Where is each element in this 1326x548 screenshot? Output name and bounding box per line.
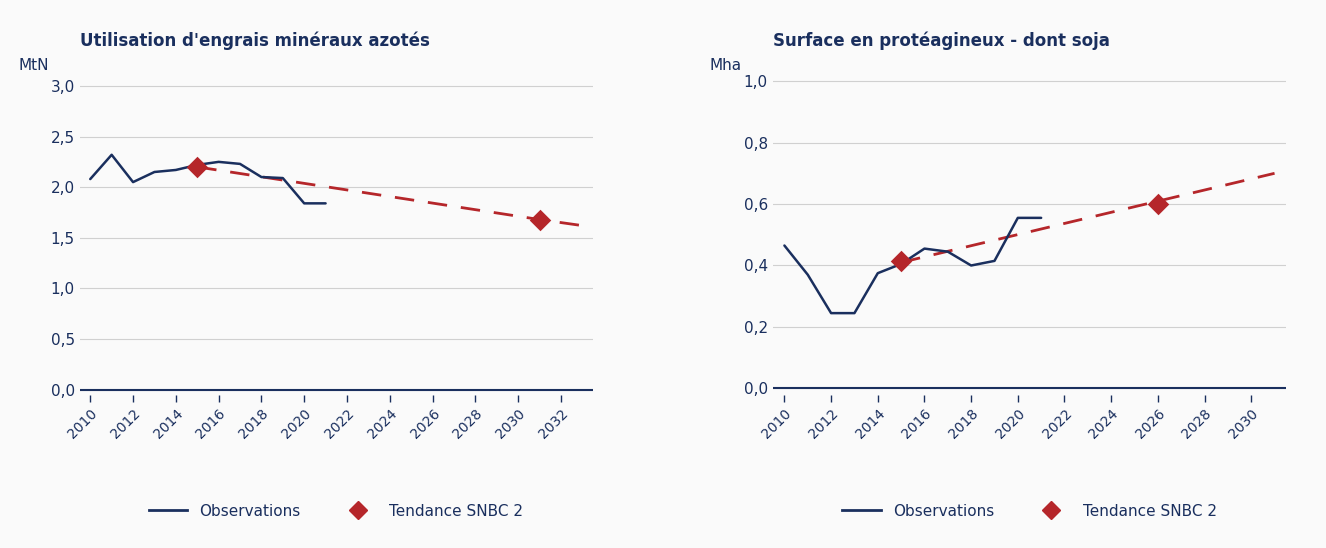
Point — [187, 163, 208, 172]
Y-axis label: Mha: Mha — [709, 58, 743, 73]
Point — [529, 215, 550, 224]
Point — [1147, 199, 1168, 208]
Legend: Observations, Tendance SNBC 2: Observations, Tendance SNBC 2 — [143, 498, 529, 525]
Point — [891, 256, 912, 265]
Text: Surface en protéagineux - dont soja: Surface en protéagineux - dont soja — [773, 32, 1110, 50]
Legend: Observations, Tendance SNBC 2: Observations, Tendance SNBC 2 — [837, 498, 1223, 525]
Y-axis label: MtN: MtN — [19, 58, 49, 73]
Text: Utilisation d'engrais minéraux azotés: Utilisation d'engrais minéraux azotés — [80, 32, 430, 50]
